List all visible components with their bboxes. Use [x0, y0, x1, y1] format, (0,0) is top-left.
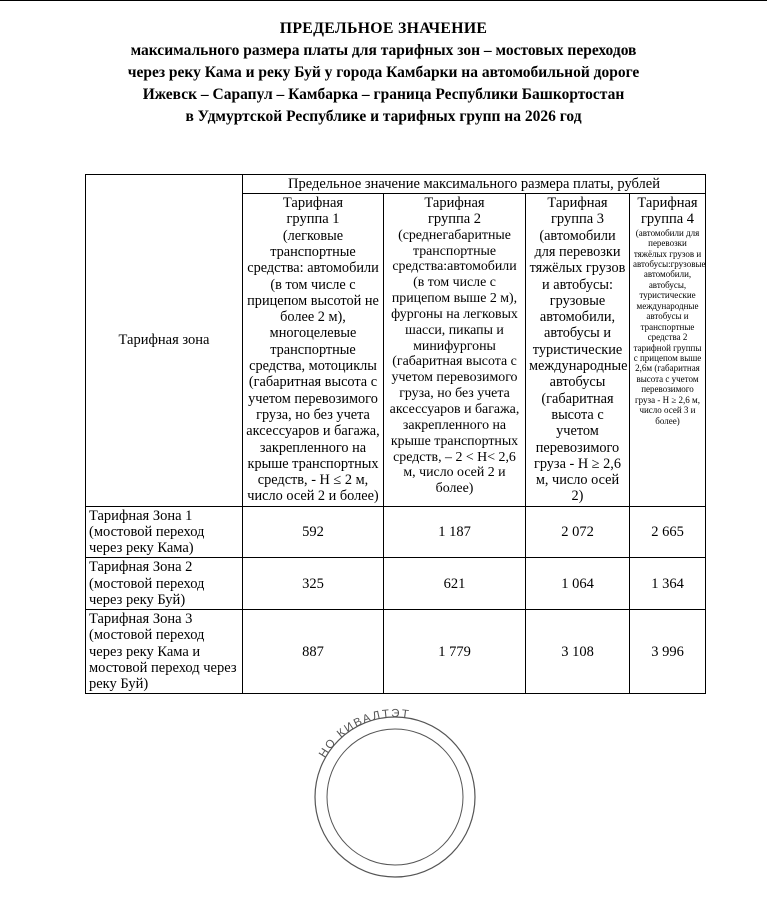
svg-text:НО КИВАЛТЭТ: НО КИВАЛТЭТ: [317, 708, 411, 760]
